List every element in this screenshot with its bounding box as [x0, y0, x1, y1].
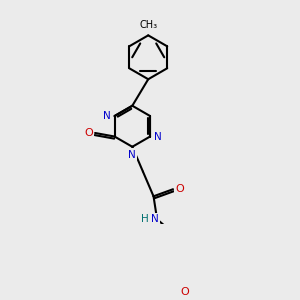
Text: N: N	[103, 111, 111, 121]
Text: N: N	[154, 131, 162, 142]
Text: CH₃: CH₃	[139, 20, 157, 30]
Text: O: O	[175, 184, 184, 194]
Text: O: O	[84, 128, 93, 138]
Text: O: O	[180, 287, 189, 297]
Text: H: H	[141, 214, 148, 224]
Text: N: N	[128, 150, 136, 160]
Text: N: N	[152, 214, 159, 224]
